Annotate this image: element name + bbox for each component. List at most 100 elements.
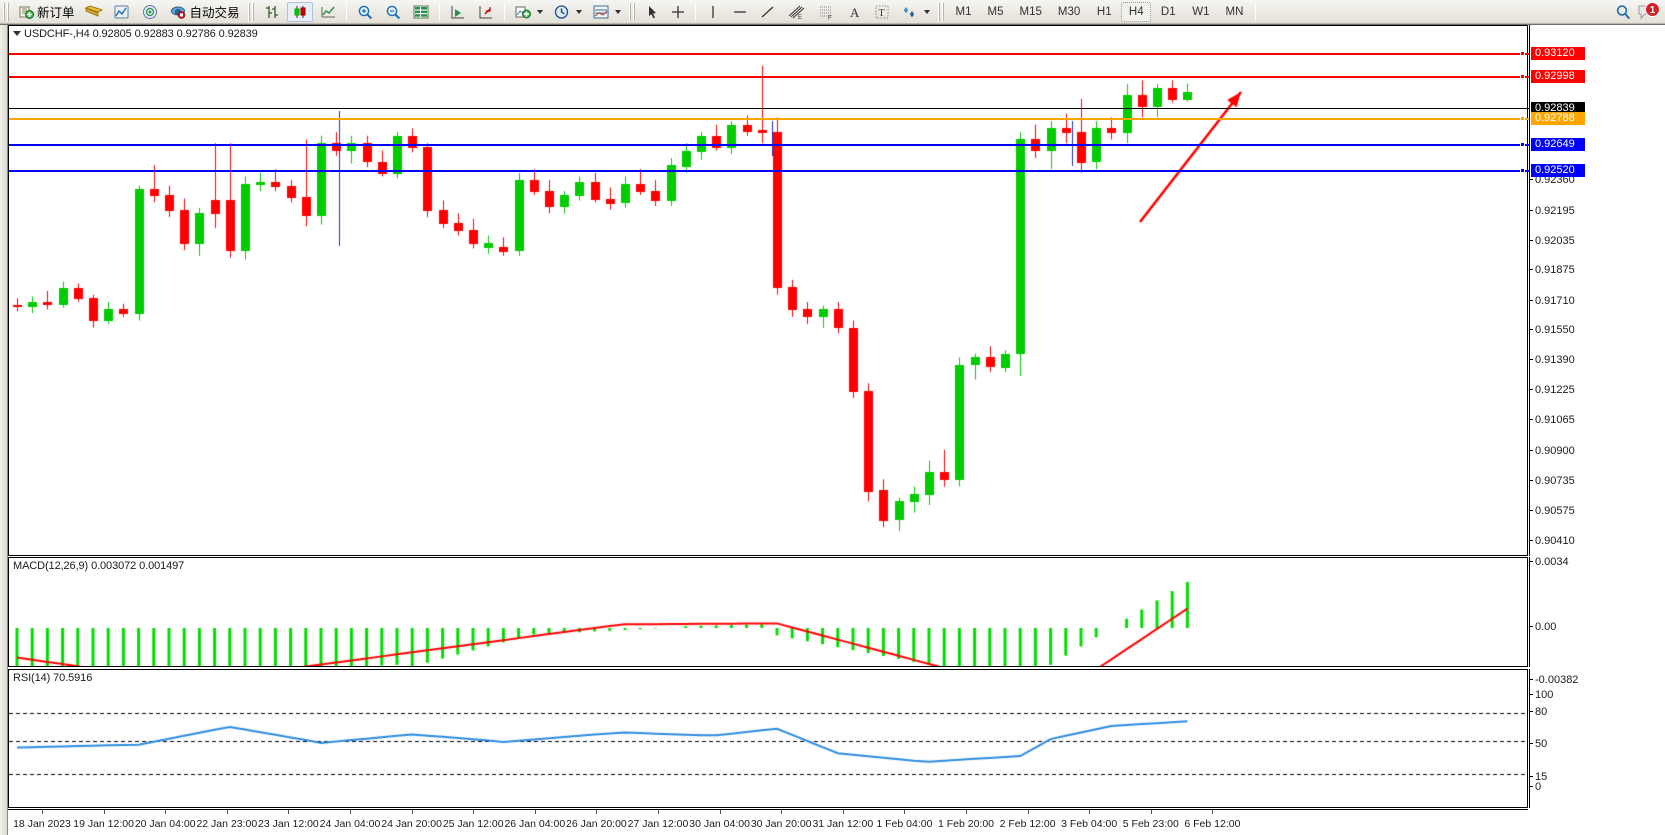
time-axis-label: 5 Feb 23:00 [1122,818,1179,830]
data-window-grid-button[interactable] [408,2,434,22]
equidistant-channel-icon: E [788,5,804,20]
price-level-tag[interactable]: 0.92998 [1531,70,1585,83]
time-axis-tick [42,810,43,814]
chevron-down-icon[interactable] [536,9,543,14]
chevron-down-icon-2[interactable] [575,9,582,14]
timeframe-m15[interactable]: M15 [1019,5,1042,18]
toolbar-separator-3 [503,2,505,21]
shapes-button[interactable] [897,2,934,22]
autotrading-button[interactable]: 自动交易 [165,2,244,22]
time-axis-tick [411,810,413,814]
price-tick-label: 0.92035 [1535,234,1575,247]
price-level-line[interactable] [9,76,1529,78]
price-level-line[interactable] [9,53,1529,55]
price-level-tag[interactable]: 0.92788 [1531,112,1585,125]
time-axis-tick [165,810,167,814]
price-level-tag[interactable]: 0.92839 [1531,102,1585,115]
zoom-out-button[interactable] [380,2,406,22]
price-axis-line [1529,25,1530,556]
text-button[interactable]: T [869,2,895,22]
auto-scroll-button[interactable] [445,2,471,22]
price-tick: 0.90900 [1529,445,1575,457]
price-level-tag[interactable]: 0.92649 [1531,138,1585,151]
price-level-line[interactable] [9,144,1529,146]
vertical-line-button[interactable] [701,2,725,22]
macd-tick: 0.0034 [1529,557,1569,568]
svg-text:A: A [850,5,860,20]
time-axis-tick [596,810,598,814]
chart-scroll-strip[interactable] [0,25,8,835]
rsi-canvas[interactable] [9,670,1527,807]
rsi-pane[interactable]: RSI(14) 70.5916 [8,669,1528,808]
price-axis[interactable]: 0.92360 0.92195 0.92035 0.91875 0.91710 0.915… [1529,25,1665,835]
svg-text:F: F [828,15,832,20]
timeframe-h4[interactable]: H4 [1121,1,1152,22]
macd-pane[interactable]: MACD(12,26,9) 0.003072 0.001497 [8,557,1528,667]
toolbar-grip[interactable] [3,2,10,21]
macd-label: MACD(12,26,9) 0.003072 0.001497 [13,560,185,572]
price-level-line[interactable] [9,118,1529,120]
chart-shift-button[interactable] [473,2,499,22]
price-pane[interactable]: USDCHF-,H4 0.92805 0.92883 0.92786 0.928… [8,25,1528,556]
chevron-down-icon-3[interactable] [614,9,621,14]
horizontal-line-button[interactable] [727,2,753,22]
timeframe-d1[interactable]: D1 [1160,5,1176,18]
zoom-in-button[interactable] [352,2,378,22]
timeframe-mn[interactable]: MN [1225,5,1244,18]
crosshair-button[interactable] [666,2,690,22]
rsi-tick: 0 [1529,782,1541,793]
collapse-triangle-icon[interactable] [13,31,21,36]
signals-icon [142,4,157,19]
time-axis-label: 23 Jan 12:00 [258,818,319,830]
price-tick: 0.90575 [1529,505,1575,517]
cursor-button[interactable] [640,2,664,22]
line-chart-button[interactable] [315,2,341,22]
data-window-button[interactable] [109,2,135,22]
period-icon [554,4,568,19]
price-level-line[interactable] [9,170,1529,172]
macd-tick-label: 0.00 [1535,621,1557,633]
fibonacci-button[interactable]: F [813,2,841,22]
signals-button[interactable] [137,2,163,22]
new-order-button[interactable]: 新订单 [14,2,79,22]
text-label-icon: A [850,5,860,20]
toolbar-grip-4[interactable] [937,2,945,21]
toolbar-grip-2[interactable] [247,2,255,21]
rsi-tick: 80 [1529,707,1547,718]
price-level-anchor[interactable] [1520,51,1525,56]
price-level-tag[interactable]: 0.93120 [1531,47,1585,60]
indicators-button[interactable] [510,2,547,22]
time-axis[interactable]: 18 Jan 2023 19 Jan 12:00 20 Jan 04:00 22 Ja… [8,809,1528,835]
timeframe-m30[interactable]: M30 [1057,5,1081,18]
chevron-down-icon-4[interactable] [923,9,930,14]
timeframe-h1[interactable]: H1 [1096,5,1112,18]
toolbar-grip-3[interactable] [628,2,636,21]
price-tick: 0.92360 [1529,175,1575,186]
price-tick: 0.91225 [1529,385,1575,396]
trendline-button[interactable] [755,2,781,22]
price-level-tag[interactable]: 0.92520 [1531,164,1585,177]
period-button[interactable] [549,2,586,22]
new-order-icon [19,6,34,19]
price-tick-label: 0.91710 [1535,294,1575,307]
text-label-button[interactable]: A [843,2,867,22]
price-candles-canvas[interactable] [9,26,1527,555]
search-button[interactable] [1610,2,1636,22]
price-level-anchor[interactable] [1520,116,1525,121]
price-level-anchor[interactable] [1520,142,1525,147]
alerts-button[interactable]: 1 [1637,1,1660,21]
candlestick-chart-button[interactable] [286,1,313,22]
equidistant-channel-button[interactable]: E [783,2,811,22]
timeframe-m5[interactable]: M5 [987,5,1004,18]
time-axis-tick [781,810,783,814]
price-level-anchor[interactable] [1520,168,1525,173]
timeframe-w1[interactable]: W1 [1192,5,1210,18]
chart-area[interactable]: USDCHF-,H4 0.92805 0.92883 0.92786 0.928… [0,24,1665,835]
text-icon: T [875,5,889,19]
timeframe-m1[interactable]: M1 [955,5,972,18]
price-level-anchor[interactable] [1520,74,1525,79]
bar-chart-button[interactable] [259,2,285,22]
folder-button[interactable] [81,2,107,22]
macd-canvas[interactable] [9,558,1527,666]
templates-button[interactable] [588,2,625,22]
